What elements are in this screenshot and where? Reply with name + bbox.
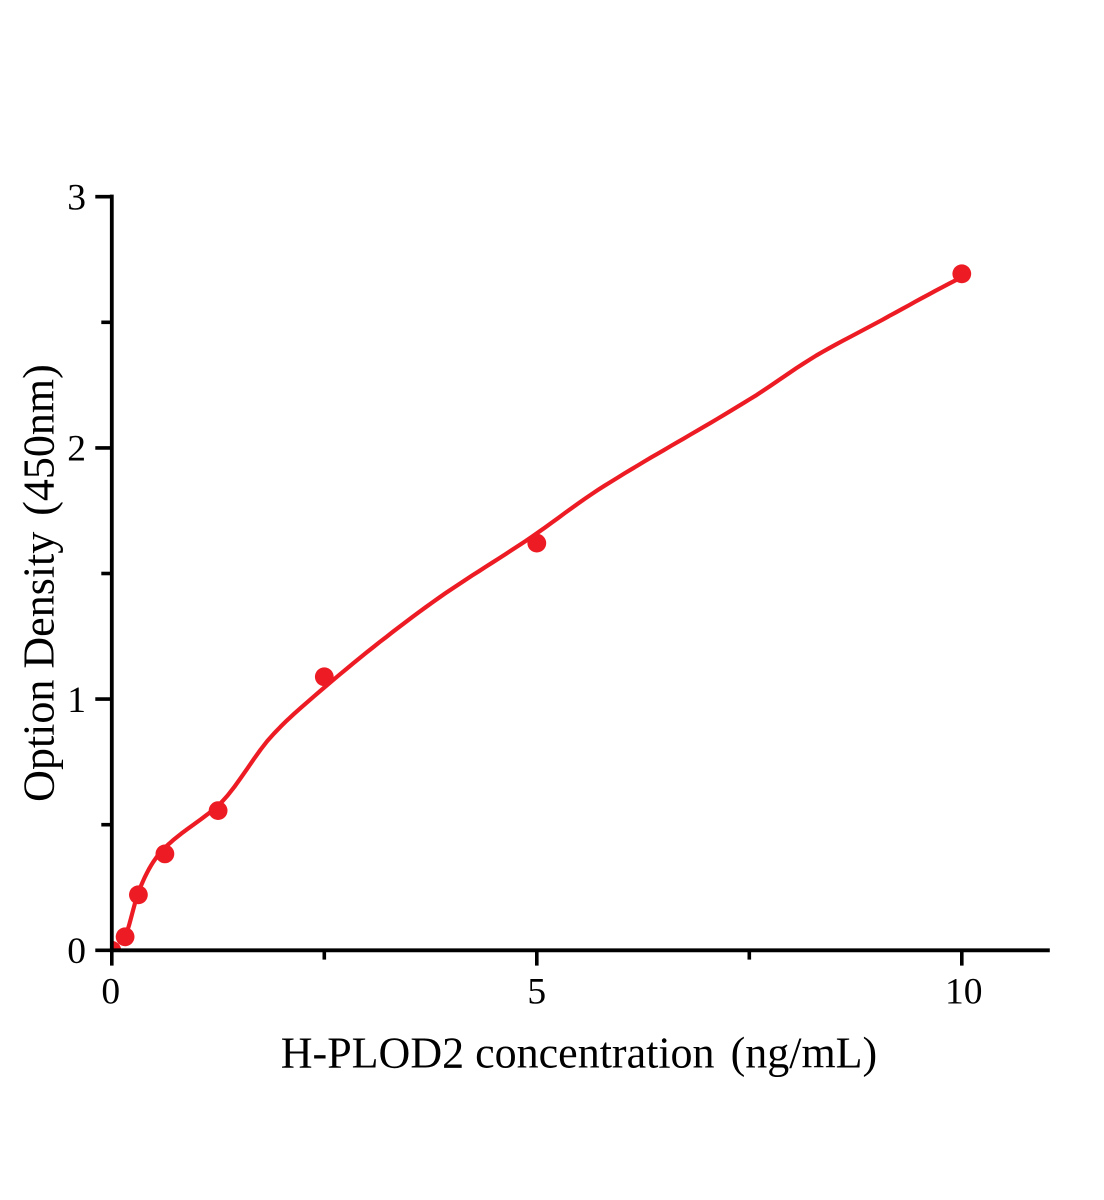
- svg-text:2: 2: [67, 429, 86, 470]
- svg-text:Option Density(450nm): Option Density(450nm): [15, 364, 64, 802]
- svg-text:0: 0: [67, 931, 86, 972]
- svg-text:H-PLOD2 concentration(ng/mL): H-PLOD2 concentration (ng/mL): [281, 1029, 877, 1078]
- svg-text:1: 1: [67, 680, 86, 721]
- svg-text:3: 3: [67, 177, 86, 218]
- svg-text:0: 0: [101, 971, 120, 1012]
- svg-text:10: 10: [945, 971, 983, 1012]
- svg-text:5: 5: [527, 971, 546, 1012]
